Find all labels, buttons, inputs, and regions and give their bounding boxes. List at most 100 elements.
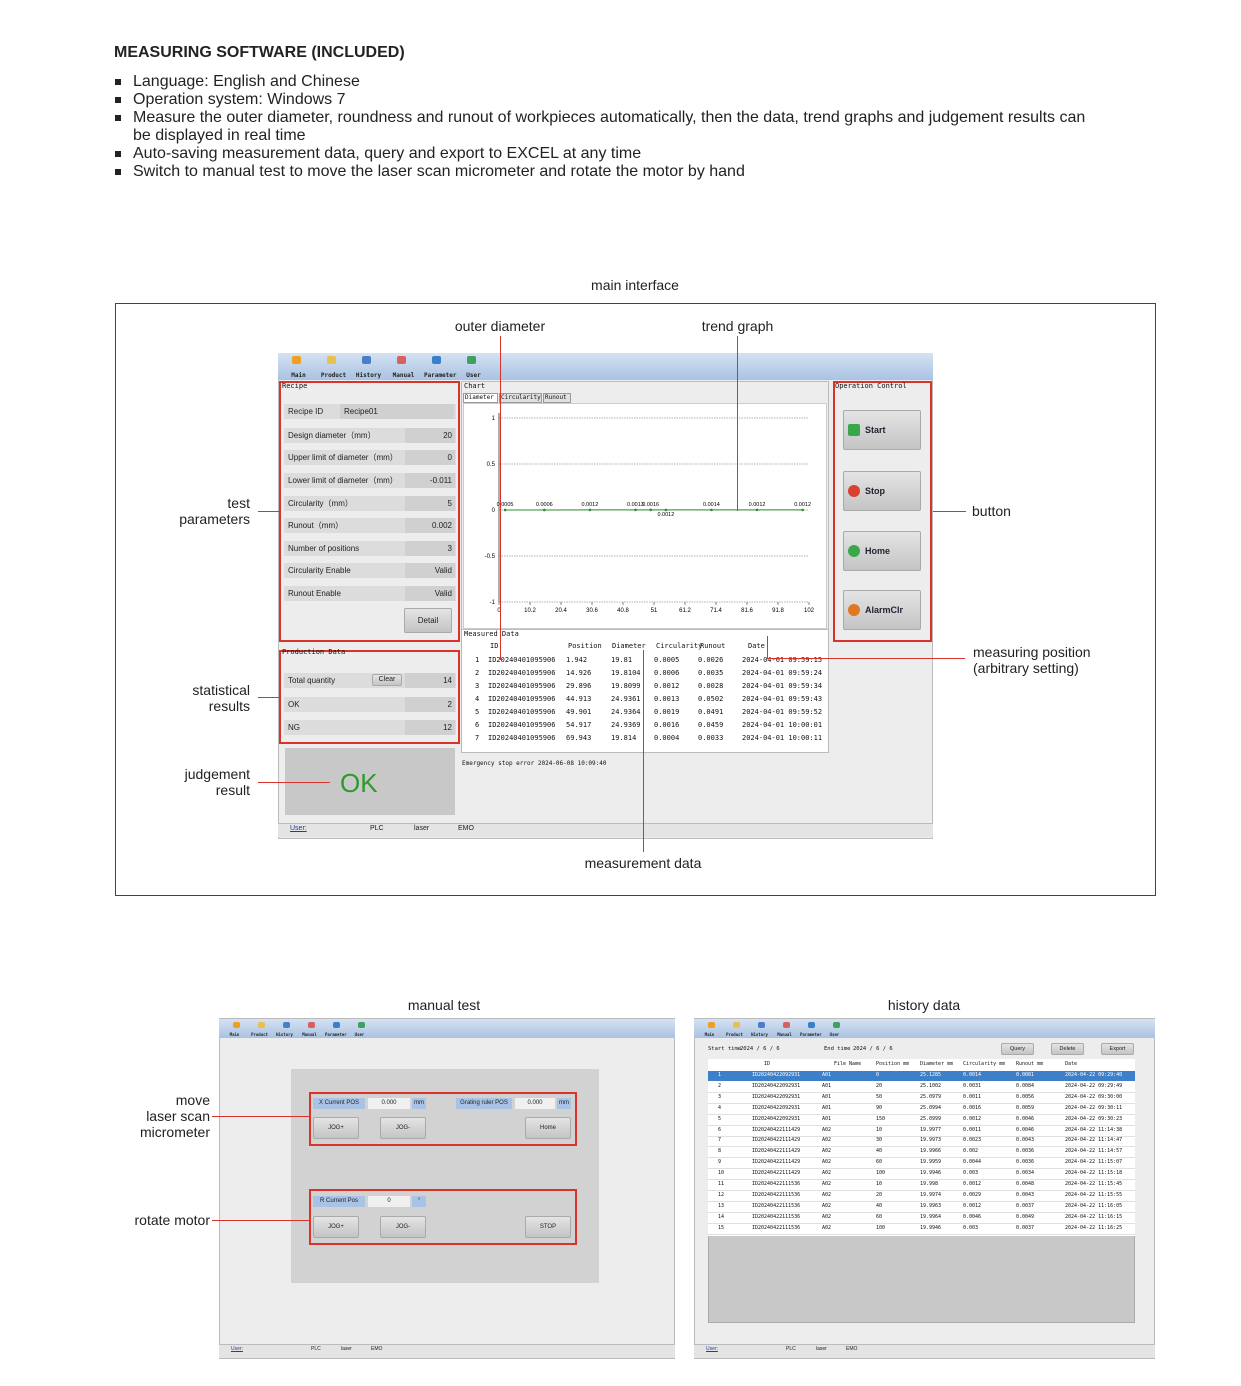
op-label[interactable]: Home	[865, 546, 891, 556]
table-cell: 0.0012	[963, 1181, 982, 1187]
panel	[279, 650, 460, 744]
bullet-text: Auto-saving measurement data, query and …	[133, 145, 642, 162]
callout-line	[767, 636, 768, 658]
table-cell: 0.002	[963, 1148, 979, 1155]
field: mm	[557, 1098, 571, 1109]
toolbar-item[interactable]: History	[355, 372, 382, 379]
op-icon	[848, 485, 860, 497]
callout: results	[208, 698, 250, 714]
callout: measuring position	[973, 644, 1091, 660]
table-cell: 2024-04-22 09:30:11	[1065, 1104, 1123, 1111]
toolbar-item[interactable]: History	[751, 1032, 768, 1037]
hist-button[interactable]: Delete	[1051, 1043, 1084, 1055]
toolbar-item[interactable]: History	[276, 1032, 293, 1037]
table-cell: A01	[822, 1093, 832, 1100]
jog-button[interactable]: JOG+	[313, 1117, 359, 1139]
jog-button[interactable]: Home	[525, 1117, 571, 1139]
toolbar-item[interactable]: Product	[320, 372, 347, 379]
table-cell: A02	[822, 1148, 832, 1155]
status-item[interactable]: User:	[290, 825, 307, 832]
row-rule	[708, 1222, 1135, 1224]
jog-button[interactable]: STOP	[525, 1216, 571, 1238]
op-label[interactable]: Stop	[865, 486, 885, 496]
table-cell: 19.9959	[920, 1159, 942, 1166]
toolbar-item[interactable]: Parameter	[424, 372, 457, 379]
panel	[279, 381, 460, 642]
toolbar-item[interactable]: Main	[704, 1032, 715, 1037]
table-cell: 0.0491	[698, 708, 724, 716]
table-cell: ID20240401095906	[488, 695, 556, 703]
callout-line	[258, 511, 279, 512]
table-cell: 0.0056	[1016, 1093, 1035, 1100]
hist-button[interactable]: Export	[1101, 1043, 1134, 1055]
table-cell: 2024-04-22 11:14:47	[1065, 1137, 1123, 1144]
table-cell: ID20240401095906	[488, 656, 556, 664]
chart-tab[interactable]: Diameter	[463, 393, 498, 403]
table-cell: 0.0016	[963, 1104, 982, 1111]
table-header: Position mm	[876, 1061, 910, 1067]
field: °	[412, 1196, 426, 1207]
table-cell: 0.0043	[1016, 1191, 1035, 1198]
table-cell: 3	[475, 682, 480, 690]
table-cell: A01	[822, 1115, 832, 1122]
table-cell: 2024-04-01 09:59:15	[742, 656, 823, 664]
table-cell: 19.9963	[920, 1202, 942, 1209]
callout-line	[500, 336, 501, 660]
table-cell: 6	[718, 1126, 722, 1133]
toolbar-item[interactable]: Main	[291, 372, 306, 379]
table-cell: 2024-04-22 11:14:38	[1065, 1126, 1123, 1133]
table-cell: 2024-04-01 09:59:34	[742, 682, 823, 690]
hist-button[interactable]: Query	[1001, 1043, 1034, 1055]
callout-line	[258, 697, 279, 698]
jog-button[interactable]: JOG-	[380, 1117, 426, 1139]
jog-button[interactable]: JOG+	[313, 1216, 359, 1238]
row-rule	[708, 1211, 1135, 1213]
bullet-text: Measure the outer diameter, roundness an…	[133, 109, 1086, 144]
table-cell: 25.1002	[920, 1082, 942, 1089]
field: 0	[368, 1196, 410, 1207]
status-bar	[219, 1344, 675, 1358]
table-cell: ID20240401095906	[488, 708, 556, 716]
prod-value: 14	[405, 673, 455, 688]
toolbar-item[interactable]: Manual	[302, 1032, 317, 1037]
table-cell: 2024-04-22 09:29:49	[1065, 1082, 1123, 1089]
table-cell: 4	[718, 1104, 722, 1111]
table-cell: 25.0999	[920, 1115, 942, 1122]
chart-tab[interactable]: Circularity	[499, 393, 542, 403]
toolbar-icon	[358, 1022, 365, 1028]
table-cell: 2024-04-22 11:16:05	[1065, 1202, 1123, 1209]
toolbar-item[interactable]: Product	[251, 1032, 268, 1037]
status-item[interactable]: User:	[231, 1346, 243, 1352]
table-cell: 0.0026	[698, 656, 724, 664]
toolbar-item[interactable]: Manual	[392, 372, 415, 379]
op-label[interactable]: AlarmClr	[865, 605, 904, 615]
toolbar-item[interactable]: Product	[726, 1032, 743, 1037]
table-cell: 0.0035	[698, 669, 724, 677]
toolbar-item[interactable]: Main	[229, 1032, 240, 1037]
op-label[interactable]: Start	[865, 425, 886, 435]
toolbar-item[interactable]: User	[466, 372, 481, 379]
table-cell: 0.0046	[1016, 1126, 1035, 1133]
table-cell: ID20240422092931	[752, 1082, 801, 1089]
table-cell: 0.0046	[963, 1213, 982, 1220]
table-cell: 2024-04-22 09:30:00	[1065, 1093, 1123, 1100]
status-item[interactable]: User:	[706, 1346, 718, 1352]
table-cell: 0.0004	[654, 734, 680, 742]
caption: main interface	[591, 277, 679, 293]
table-cell: 0.0459	[698, 721, 724, 729]
toolbar-item[interactable]: Parameter	[800, 1032, 822, 1037]
toolbar-item[interactable]: Manual	[777, 1032, 792, 1037]
detail-button[interactable]: Detail	[404, 608, 452, 633]
table-cell: 0.003	[963, 1224, 979, 1231]
chart-tab[interactable]: Runout	[543, 393, 571, 403]
clear-button[interactable]: Clear	[372, 674, 402, 686]
callout: rotate motor	[134, 1212, 210, 1228]
toolbar-item[interactable]: User	[829, 1032, 840, 1037]
toolbar-item[interactable]: User	[354, 1032, 365, 1037]
table-cell: 0.0014	[963, 1072, 982, 1078]
toolbar-item[interactable]: Parameter	[325, 1032, 347, 1037]
table-cell: 60	[876, 1159, 883, 1166]
table-header: Circularity	[656, 642, 703, 650]
callout: judgement	[184, 766, 250, 782]
jog-button[interactable]: JOG-	[380, 1216, 426, 1238]
